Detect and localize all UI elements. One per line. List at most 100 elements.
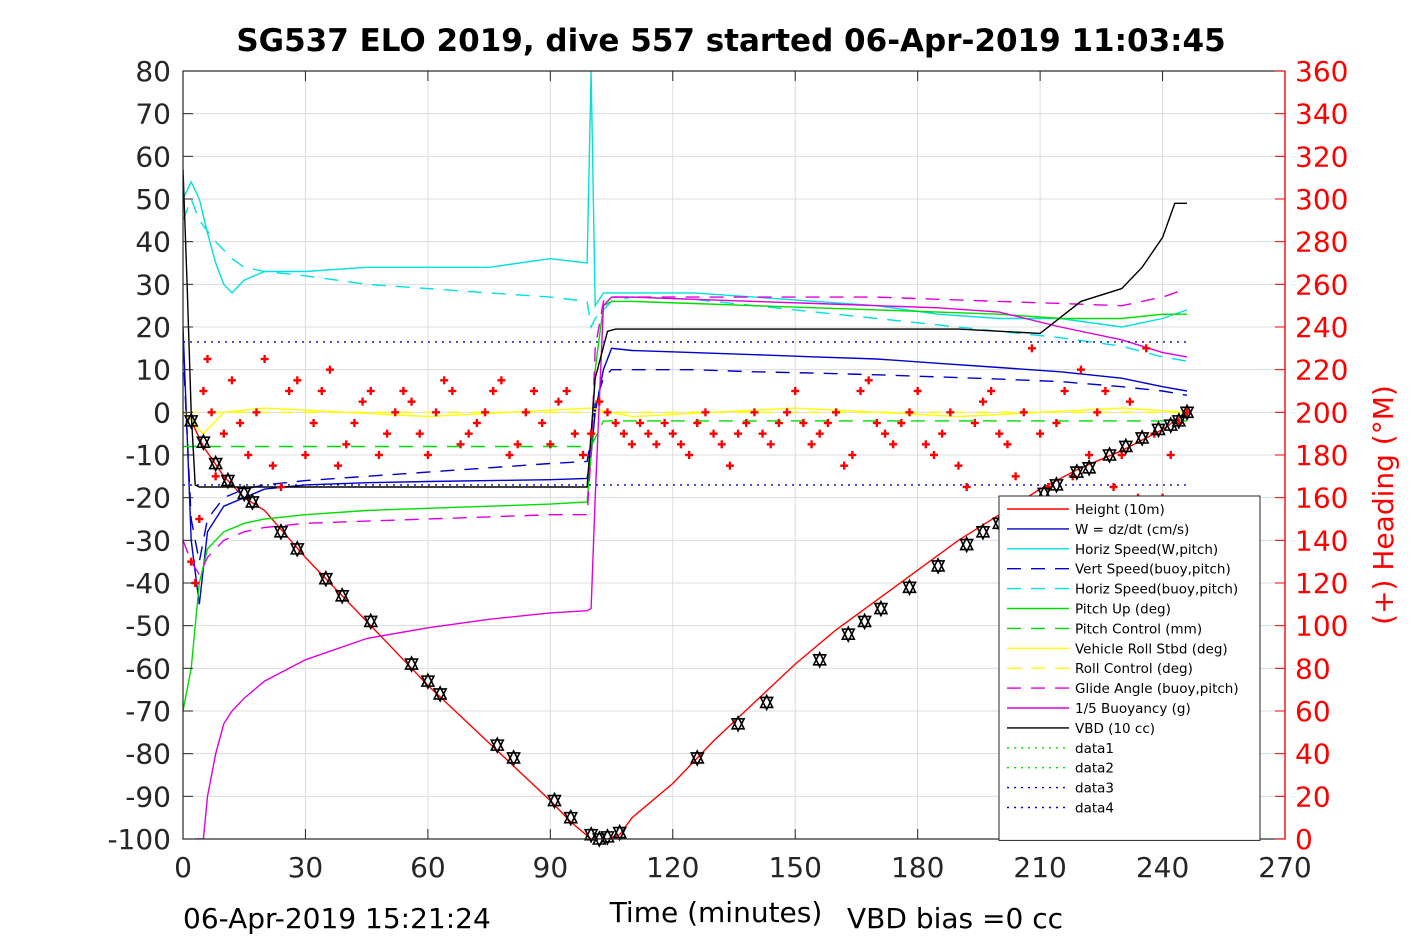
heading-marker <box>758 429 767 438</box>
heading-marker <box>725 461 734 470</box>
series-line-2 <box>183 71 1188 328</box>
y2-tick-label: 180 <box>1295 439 1348 472</box>
depth-marker-up <box>959 535 974 551</box>
heading-marker <box>709 429 718 438</box>
depth-marker-down <box>1081 461 1097 477</box>
heading-marker <box>1117 451 1126 459</box>
depth-marker-down <box>489 739 505 754</box>
heading-marker <box>268 461 277 470</box>
y-tick-label: -50 <box>125 610 171 643</box>
y-tick-label: -10 <box>125 439 171 472</box>
heading-marker <box>440 376 449 385</box>
y2-tick-label: 120 <box>1295 567 1348 600</box>
y2-tick-label: 280 <box>1295 226 1348 259</box>
y-tick-label: 80 <box>135 55 171 88</box>
heading-marker <box>668 429 677 438</box>
depth-marker <box>506 749 521 767</box>
y2-tick-label: 260 <box>1295 268 1348 301</box>
depth-marker-up <box>245 493 260 508</box>
depth-marker-down <box>1171 415 1187 430</box>
legend-entry: 1/5 Buoyancy (g) <box>1075 701 1191 717</box>
heading-marker <box>660 419 669 427</box>
heading-marker <box>701 408 710 417</box>
x-tick-label: 90 <box>533 851 569 884</box>
depth-markers <box>183 403 1195 848</box>
heading-marker <box>1142 344 1151 353</box>
depth-marker-down <box>930 560 946 575</box>
heading-marker <box>244 451 253 459</box>
y2-tick-label: 300 <box>1295 183 1348 216</box>
depth-marker-up <box>289 540 305 555</box>
depth-marker-down <box>1036 487 1052 503</box>
depth-marker-up <box>432 685 448 700</box>
heading-marker <box>881 429 890 438</box>
depth-marker-down <box>506 752 521 767</box>
legend-entry: W = dz/dt (cm/s) <box>1075 522 1189 538</box>
heading-marker <box>252 408 261 417</box>
heading-marker <box>1019 408 1028 417</box>
depth-marker <box>220 471 236 490</box>
heading-marker <box>199 387 208 395</box>
heading-marker <box>1085 451 1094 459</box>
depth-marker <box>689 749 705 767</box>
depth-marker-up <box>902 578 917 594</box>
heading-marker <box>374 451 383 459</box>
x-axis-label: Time (minutes) <box>609 896 823 929</box>
series-line-11 <box>183 169 1187 488</box>
depth-marker-down <box>1179 406 1195 422</box>
depth-marker-up <box>563 808 579 824</box>
depth-marker <box>420 672 436 690</box>
legend-entry: Pitch Control (mm) <box>1075 621 1202 637</box>
y2-tick-label: 40 <box>1295 738 1331 771</box>
y-tick-label: 40 <box>135 226 171 259</box>
depth-marker <box>730 715 746 733</box>
y-tick-label: 30 <box>135 268 171 301</box>
footer-timestamp: 06-Apr-2019 15:21:24 <box>183 902 491 935</box>
legend-entry: Vert Speed(buoy,pitch) <box>1075 562 1231 578</box>
legend-entry: Horiz Speed(W,pitch) <box>1075 542 1218 558</box>
depth-marker-down <box>334 589 350 605</box>
heading-marker <box>627 440 636 449</box>
heading-marker <box>456 440 465 449</box>
heading-marker <box>415 429 424 438</box>
depth-marker-down <box>1102 449 1117 464</box>
heading-marker <box>211 472 220 481</box>
heading-marker <box>1052 419 1061 427</box>
depth-marker <box>236 484 252 503</box>
depth-marker-up <box>759 693 774 709</box>
depth-marker-down <box>1118 440 1134 456</box>
depth-marker-up <box>592 830 607 845</box>
heading-marker <box>717 440 726 449</box>
legend-entry: Horiz Speed(buoy,pitch) <box>1075 582 1238 598</box>
heading-marker <box>954 461 963 470</box>
depth-marker-down <box>857 615 872 631</box>
y-tick-label: -80 <box>125 738 171 771</box>
heading-marker <box>530 387 539 395</box>
heading-marker <box>872 419 881 427</box>
heading-marker <box>905 408 914 417</box>
depth-marker-down <box>220 474 236 490</box>
heading-marker <box>603 408 612 417</box>
x-tick-label: 240 <box>1136 851 1189 884</box>
y-tick-label: -90 <box>125 780 171 813</box>
depth-marker <box>245 493 260 511</box>
heading-marker <box>546 440 555 449</box>
heading-marker <box>334 461 343 470</box>
depth-marker-down <box>840 628 856 643</box>
depth-marker-up <box>840 625 856 641</box>
depth-marker <box>600 828 615 846</box>
heading-marker <box>791 387 800 395</box>
depth-marker <box>812 651 828 669</box>
depth-marker <box>563 808 579 827</box>
heading-marker <box>505 451 514 459</box>
x-tick-label: 120 <box>646 851 699 884</box>
y2-tick-label: 60 <box>1295 695 1331 728</box>
heading-marker <box>578 451 587 459</box>
y2-tick-label: 80 <box>1295 652 1331 685</box>
legend: Height (10m) W = dz/dt (cm/s) Horiz Speed(… <box>998 495 1261 841</box>
depth-marker <box>975 523 991 541</box>
heading-marker <box>570 429 579 438</box>
heading-marker <box>489 387 498 395</box>
heading-marker <box>938 429 947 438</box>
heading-marker <box>823 419 832 427</box>
